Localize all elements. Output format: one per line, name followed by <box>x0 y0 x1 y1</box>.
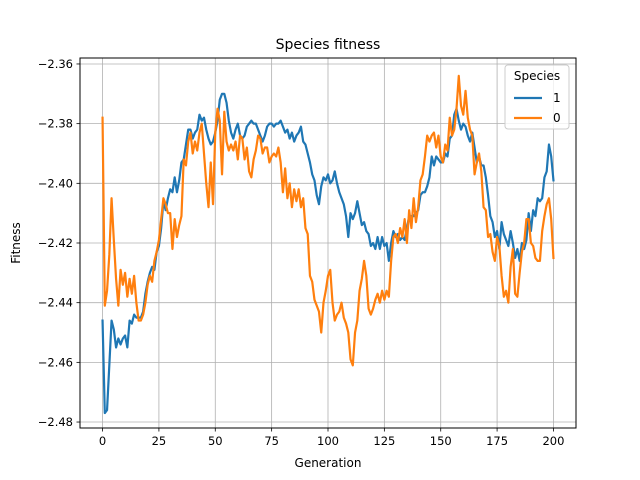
y-tick-label: −2.44 <box>38 296 73 310</box>
series-lines <box>101 74 555 415</box>
legend-label-series-0: 0 <box>553 111 561 125</box>
x-axis-label: Generation <box>295 456 362 470</box>
y-tick-label: −2.42 <box>38 236 73 250</box>
y-tick-label: −2.40 <box>38 176 73 190</box>
x-tick-label: 0 <box>99 434 106 448</box>
y-tick-label: −2.36 <box>38 57 73 71</box>
x-tick-label: 75 <box>264 434 279 448</box>
y-tick-label: −2.48 <box>38 415 73 429</box>
y-tick-label: −2.38 <box>38 117 73 131</box>
axis-ticks: 0 25 50 75 100 125 150 175 200 −2.48 −2.46 −2.44 −2.… <box>38 57 565 448</box>
series-line-0 <box>101 74 555 367</box>
x-tick-label: 150 <box>430 434 452 448</box>
x-tick-label: 125 <box>373 434 395 448</box>
x-tick-label: 100 <box>317 434 339 448</box>
x-tick-label: 25 <box>152 434 167 448</box>
y-axis-label: Fitness <box>9 222 23 264</box>
legend-label-series-1: 1 <box>553 91 561 105</box>
x-tick-label: 50 <box>208 434 223 448</box>
legend-title: Species <box>514 69 560 83</box>
chart-title: Species fitness <box>276 37 381 53</box>
x-tick-label: 200 <box>542 434 564 448</box>
x-tick-label: 175 <box>486 434 508 448</box>
y-tick-label: −2.46 <box>38 355 73 369</box>
legend: Species 1 0 <box>504 64 570 130</box>
